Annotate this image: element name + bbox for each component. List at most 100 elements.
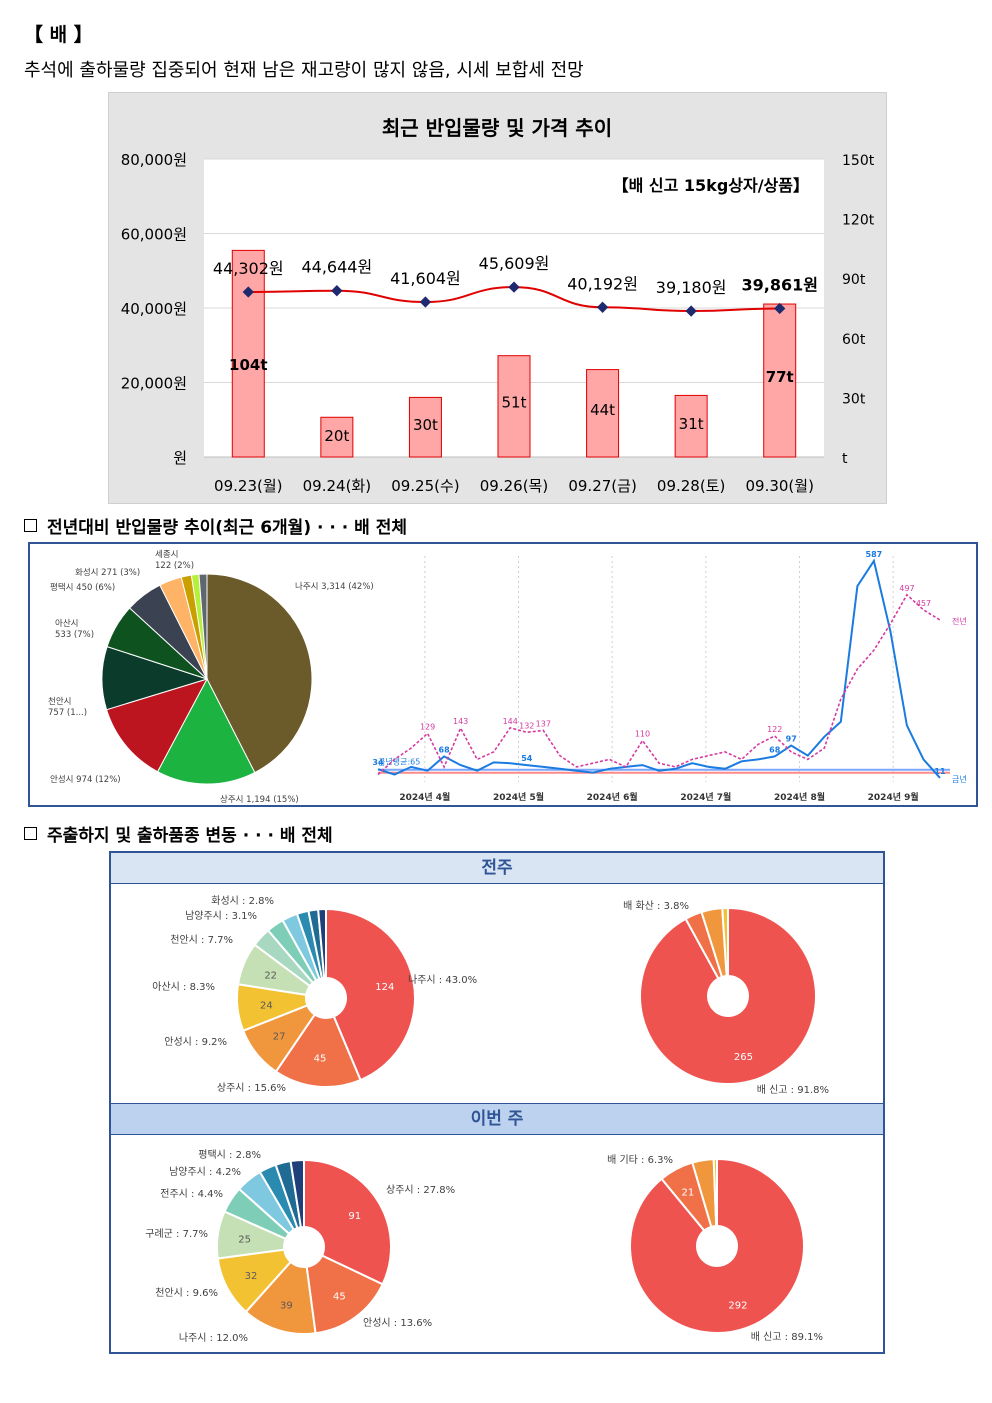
price-label: 40,192원	[567, 274, 638, 293]
donut-slice	[639, 906, 817, 1085]
donut-label: 배 화산 : 3.8%	[623, 900, 689, 912]
pie-label: 안성시 974 (12%)	[50, 774, 121, 785]
donut-slice	[325, 907, 416, 1082]
pie-label: 세종시	[155, 550, 178, 560]
volume-bar	[674, 394, 708, 458]
donut-label: 상주시 : 27.8%	[386, 1184, 455, 1196]
donut-slice	[305, 1254, 384, 1335]
y-right-tick-label: 120t	[842, 213, 875, 229]
y-right-tick-label: 90t	[842, 272, 866, 288]
point-label: 110	[635, 730, 650, 739]
origin-variety-svg: 124 나주시 : 43.0% 45 상주시 : 15.6% 27 안성시 : 9.2% 2…	[145, 895, 829, 1344]
month-label: 2024년 4월	[399, 791, 450, 803]
point-label: 143	[453, 717, 468, 726]
volume-bar-label: 104t	[229, 356, 267, 374]
series-end-label: 금년	[952, 774, 967, 784]
series-end-label: 전년	[952, 616, 967, 626]
section-title-origin-variety-text: 주출하지 및 출하품종 변동 · · · 배 전체	[47, 826, 333, 846]
last-year-line	[377, 593, 941, 776]
donut-inner-label: 265	[734, 1052, 753, 1063]
panel-header-this-week: 이번 주	[111, 1103, 883, 1135]
pie-slice	[156, 677, 256, 785]
y-right-tick-label: 30t	[842, 391, 866, 407]
x-tick-label: 09.26(목)	[480, 477, 548, 495]
donut-label: 천안시 : 7.7%	[170, 934, 233, 946]
average-label: 금년평균:65	[378, 757, 420, 767]
volume-bar	[497, 355, 531, 458]
donut-slice	[712, 1157, 718, 1228]
price-label: 41,604원	[390, 269, 461, 288]
month-label: 2024년 7월	[680, 791, 731, 803]
point-label: 132	[519, 721, 534, 730]
donut-label: 배 신고 : 91.8%	[757, 1084, 829, 1096]
y-left-tick-label: 원	[173, 449, 187, 467]
month-label: 2024년 9월	[868, 791, 919, 803]
donut-slice	[289, 1158, 305, 1229]
price-point	[774, 302, 786, 315]
donut-inner-label: 91	[348, 1211, 361, 1222]
section-title-volume-trend-text: 전년대비 반입물량 추이(최근 6개월) · · · 배 전체	[47, 518, 407, 538]
price-label: 39,861원	[741, 276, 817, 295]
month-label: 2024년 6월	[587, 791, 638, 803]
donut-label: 안성시 : 13.6%	[363, 1317, 432, 1329]
donut-slice	[629, 1157, 805, 1334]
donut-inner-label: 45	[333, 1291, 346, 1302]
pie-label: 천안시	[48, 696, 71, 707]
volume-bar-label: 30t	[413, 416, 438, 434]
donut-label: 배 기타 : 6.3%	[607, 1154, 673, 1166]
y-left-tick-label: 20,000원	[121, 375, 187, 393]
pie-slice	[206, 573, 313, 774]
pie-label: 757 (1...)	[48, 708, 87, 718]
point-label: 122	[767, 725, 782, 734]
volume-bar-label: 44t	[590, 401, 615, 419]
donut-inner-label: 124	[375, 982, 394, 993]
y-left-tick-label: 40,000원	[121, 300, 187, 318]
volume-bar	[586, 369, 620, 458]
price-label: 39,180원	[656, 278, 727, 297]
pie-label: 아산시	[55, 618, 78, 629]
donut-slice	[721, 906, 729, 978]
point-label: 68	[439, 745, 451, 754]
point-label: 497	[899, 584, 914, 593]
price-point	[419, 296, 432, 308]
price-point	[508, 281, 520, 293]
chart-subtitle: 【배 신고 15kg상자/상품】	[613, 176, 809, 195]
checkbox-icon	[24, 519, 37, 532]
volume-bar-label: 77t	[766, 368, 794, 386]
volume-bar	[320, 416, 354, 458]
origin-variety-panel: 전주 이번 주 124 나주시 : 43.0% 45 상주시 : 15.6% 27 안성시…	[109, 851, 885, 1354]
donut-label: 상주시 : 15.6%	[217, 1082, 286, 1094]
price-label: 45,609원	[479, 254, 550, 273]
point-label: 54	[521, 754, 533, 763]
y-left-tick-label: 60,000원	[121, 226, 187, 244]
donut-inner-label: 22	[264, 971, 277, 982]
point-label: 587	[866, 550, 883, 559]
donut-label: 구례군 : 7.7%	[145, 1228, 208, 1240]
pie-label: 상주시 1,194 (15%)	[220, 794, 299, 805]
section-title-origin-variety: 주출하지 및 출하품종 변동 · · · 배 전체	[24, 821, 333, 846]
donut-label: 안성시 : 9.2%	[164, 1036, 227, 1048]
y-right-tick-label: 150t	[842, 153, 875, 169]
x-tick-label: 09.27(금)	[568, 477, 636, 495]
y-right-tick-label: t	[842, 451, 848, 467]
volume-bar-label: 20t	[324, 427, 349, 445]
month-label: 2024년 8월	[774, 791, 825, 803]
volume-bar-label: 31t	[679, 415, 704, 433]
point-label: 144	[503, 717, 518, 726]
checkbox-icon	[24, 827, 37, 840]
point-label: 34	[372, 758, 384, 767]
donut-inner-label: 24	[260, 1001, 273, 1012]
y-left-tick-label: 80,000원	[121, 151, 187, 169]
point-label: 68	[769, 745, 781, 754]
section-title-volume-trend: 전년대비 반입물량 추이(최근 6개월) · · · 배 전체	[24, 513, 407, 538]
volume-price-chart: 최근 반입물량 및 가격 추이 【배 신고 15kg상자/상품】 80,000원 60…	[108, 92, 887, 504]
price-point	[685, 305, 697, 317]
volume-bar-label: 51t	[502, 393, 527, 411]
donut-inner-label: 21	[682, 1187, 695, 1198]
volume-bar	[231, 249, 265, 458]
x-tick-label: 09.30(월)	[745, 477, 813, 495]
donut-slice	[244, 1260, 317, 1335]
x-tick-label: 09.23(월)	[214, 477, 282, 495]
pie-label: 나주시 3,314 (42%)	[295, 582, 374, 592]
donut-inner-label: 27	[273, 1031, 286, 1042]
